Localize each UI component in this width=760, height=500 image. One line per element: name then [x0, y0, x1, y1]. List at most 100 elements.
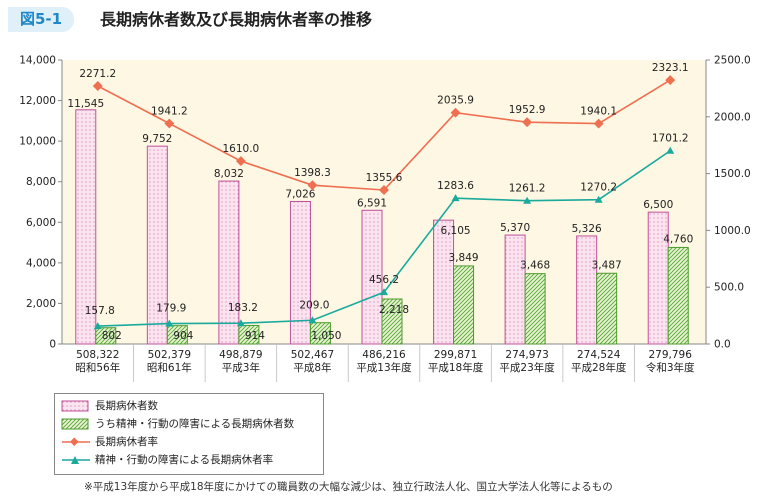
x-tick-label: 令和3年度: [646, 361, 695, 374]
bar-value-label: 2,218: [379, 304, 409, 316]
y-left-tick-label: 10,000: [19, 136, 56, 148]
sick-leave-rate-point: [522, 117, 533, 128]
bar-value-label: 914: [245, 330, 265, 342]
chart-area: 0 2,000 4,000 6,000 8,000 10,000 12,000 14,000 0…: [19, 55, 751, 382]
legend-item-green-bar: うち精神・行動の障害による長期病休者数: [61, 416, 294, 432]
legend-label: 精神・行動の障害による長期病休者率: [95, 454, 274, 466]
y-left-tick-label: 14,000: [19, 55, 56, 67]
staff-count-label: 274,973: [505, 349, 548, 361]
sick-leave-rate-value-label: 2323.1: [652, 62, 689, 74]
sick-leave-rate-value-label: 1398.3: [294, 167, 331, 179]
staff-count-label: 508,322: [76, 349, 119, 361]
y-left-tick-label: 12,000: [19, 95, 56, 107]
y-left-tick-label: 8,000: [26, 176, 56, 188]
sick-leave-rate-value-label: 1355.6: [366, 172, 403, 184]
figure-title: 長期病休者数及び長期病休者率の推移: [100, 10, 373, 29]
mental-disorder-rate-value-label: 1701.2: [652, 133, 689, 145]
y-right-tick-label: 2500.0: [714, 55, 751, 67]
y-right-tick-label: 1000.0: [714, 225, 751, 237]
mental-disorder-rate-point: [165, 319, 174, 327]
legend-label: 長期病休者数: [95, 400, 158, 412]
bar-value-label: 9,752: [142, 133, 172, 145]
sick-leave-rate-point: [92, 81, 103, 91]
figure-header: 図5-1 長期病休者数及び長期病休者率の推移: [0, 0, 760, 40]
bar-sick-leave-count: [647, 211, 669, 345]
x-tick-label: 昭和56年: [75, 361, 120, 374]
bar-mental-disorder-count: [524, 273, 546, 345]
orange-line-swatch-icon: [62, 437, 90, 446]
staff-count-label: 299,871: [434, 349, 477, 361]
bar-sick-leave-count: [433, 219, 455, 345]
bar-value-label: 3,849: [449, 252, 479, 264]
mental-disorder-rate-value-label: 209.0: [299, 299, 329, 311]
y-left-tick-label: 0: [49, 339, 56, 351]
bar-value-label: 3,468: [520, 260, 550, 272]
bar-value-label: 3,487: [592, 259, 622, 271]
staff-count-label: 498,879: [219, 349, 262, 361]
mental-disorder-rate-point: [93, 322, 102, 330]
x-tick-label: 平成23年度: [499, 361, 555, 374]
bar-value-label: 5,326: [572, 223, 602, 235]
bar-mental-disorder-count: [238, 324, 260, 345]
sick-leave-rate-value-label: 2035.9: [437, 95, 474, 107]
sick-leave-rate-point: [665, 75, 676, 86]
staff-count-label: 486,216: [362, 349, 406, 361]
mental-disorder-rate-value-label: 183.2: [228, 302, 258, 314]
sick-leave-rate-point: [235, 156, 246, 167]
mental-disorder-rate-value-label: 179.9: [156, 303, 186, 315]
bar-value-label: 6,500: [643, 199, 673, 211]
bar-value-label: 4,760: [663, 233, 693, 245]
y-right-tick-label: 2000.0: [714, 111, 751, 123]
legend-item-pink-bar: 長期病休者数: [61, 398, 158, 414]
mental-disorder-rate-point: [594, 195, 603, 203]
sick-leave-rate-point: [307, 180, 318, 191]
mental-disorder-rate-value-label: 1270.2: [580, 182, 617, 194]
mental-disorder-rate-value-label: 1261.2: [509, 183, 546, 195]
staff-count-label: 274,524: [577, 349, 621, 361]
pink-bar-swatch-icon: [61, 400, 89, 412]
legend-label: うち精神・行動の障害による長期病休者数: [95, 418, 295, 430]
mental-disorder-rate-value-label: 157.8: [85, 305, 115, 317]
sick-leave-rate-value-label: 2271.2: [79, 68, 116, 80]
bar-sick-leave-count: [361, 209, 383, 345]
bar-mental-disorder-count: [309, 322, 331, 345]
footnote: ※平成13年度から平成18年度にかけての職員数の大幅な減少は、独立行政法人化、国…: [84, 481, 613, 493]
bar-sick-leave-count: [289, 200, 311, 345]
y-right-tick-label: 1500.0: [714, 168, 751, 180]
bar-sick-leave-count: [576, 235, 598, 345]
staff-count-label: 502,379: [148, 349, 191, 361]
bar-mental-disorder-count: [95, 327, 117, 345]
mental-disorder-rate-value-label: 1283.6: [437, 180, 474, 192]
bar-value-label: 904: [173, 330, 193, 342]
mental-disorder-rate-value-label: 456.2: [369, 274, 399, 286]
bar-mental-disorder-count: [667, 246, 689, 345]
staff-count-label: 502,467: [291, 349, 334, 361]
bar-sick-leave-count: [218, 180, 240, 345]
chart-legend: 長期病休者数 うち精神・行動の障害による長期病休者数 長期病休者率 精神・行動の…: [54, 393, 324, 475]
x-tick-label: 平成3年: [222, 361, 260, 374]
mental-disorder-rate-point: [523, 196, 532, 204]
bar-sick-leave-count: [146, 145, 168, 345]
teal-line-swatch-icon: [62, 456, 90, 464]
bar-mental-disorder-count: [166, 325, 188, 345]
sick-leave-rate-point: [593, 118, 604, 129]
sick-leave-rate-value-label: 1952.9: [509, 104, 546, 116]
bar-value-label: 6,591: [357, 197, 387, 209]
legend-label: 長期病休者率: [95, 436, 158, 448]
bar-value-label: 8,032: [214, 168, 244, 180]
bar-value-label: 11,545: [67, 98, 104, 110]
y-left-tick-label: 4,000: [26, 257, 56, 269]
mental-disorder-rate-point: [666, 146, 675, 154]
y-right-tick-label: 0.0: [714, 339, 731, 351]
figure-label: 図5-1: [8, 7, 74, 32]
bar-value-label: 802: [102, 330, 122, 342]
x-tick-label: 昭和61年: [147, 361, 192, 374]
bar-mental-disorder-count: [596, 272, 618, 345]
x-tick-label: 平成13年度: [356, 361, 412, 374]
x-tick-label: 平成18年度: [428, 361, 484, 374]
bar-value-label: 5,370: [500, 222, 530, 234]
sick-leave-rate-point: [164, 118, 175, 129]
mental-disorder-rate-point: [236, 319, 245, 327]
legend-item-orange-line: 長期病休者率: [61, 434, 158, 450]
bar-value-label: 6,105: [441, 225, 471, 237]
